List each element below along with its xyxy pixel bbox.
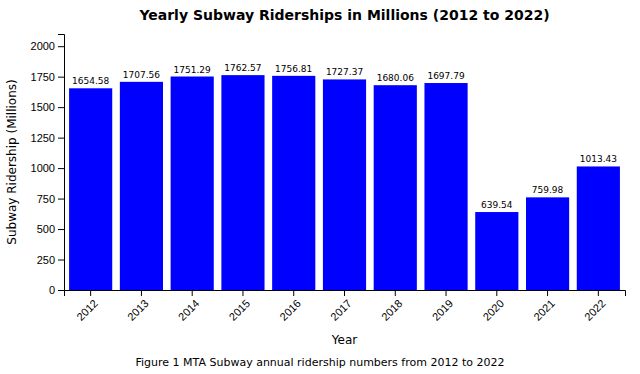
y-tick-label: 500 [37,223,55,235]
x-tick-mark [242,290,243,296]
y-axis: 0 250 500 750 1000 1250 1500 1750 2000 [31,35,65,297]
bar [69,88,112,290]
x-tick-mark [344,290,345,296]
y-axis-line [58,35,65,291]
x-tick: 2016 [277,290,303,323]
y-tick: 0 [49,284,64,296]
x-tick: 2021 [531,290,557,323]
x-tick: 2017 [328,290,354,323]
chart: 1654.58 1707.56 1751.29 1762.57 1756.81 1727.… [0,0,640,374]
bars [69,75,620,290]
y-tick-label: 1250 [31,132,55,144]
x-tick: 2015 [226,290,252,323]
data-label: 1762.57 [224,63,261,73]
y-tick: 1750 [31,71,64,83]
y-tick-mark [58,107,64,108]
y-tick-label: 1500 [31,101,55,113]
x-tick-mark [293,290,294,296]
y-tick-mark [58,46,64,47]
y-tick: 1500 [31,101,64,113]
data-labels: 1654.58 1707.56 1751.29 1762.57 1756.81 1727.… [72,63,617,210]
x-tick: 2018 [379,290,405,323]
x-tick-mark [192,290,193,296]
y-tick-label: 1750 [31,71,55,83]
data-label: 639.54 [481,200,513,210]
x-tick-mark [496,290,497,296]
y-tick-mark [58,138,64,139]
x-axis-line [65,291,626,297]
y-tick-label: 250 [37,254,55,266]
y-tick-label: 0 [49,284,55,296]
data-label: 1727.37 [326,67,363,77]
x-tick-mark [446,290,447,296]
bar [323,79,366,290]
y-tick: 750 [37,193,64,205]
y-tick-mark [58,199,64,200]
plot: 1654.58 1707.56 1751.29 1762.57 1756.81 1727.… [31,35,626,323]
bar [526,197,569,290]
x-tick-mark [598,290,599,296]
data-label: 1697.79 [427,71,464,81]
bar [221,75,264,290]
x-axis: 2012 2013 2014 2015 2016 2017 2018 2019 2020 2021… [65,290,626,323]
data-label: 1013.43 [580,154,617,164]
y-tick: 1250 [31,132,64,144]
x-tick: 2013 [125,290,151,323]
x-tick-label: 2016 [277,297,303,323]
x-tick-label: 2020 [480,297,506,323]
x-tick-label: 2015 [226,297,252,323]
data-label: 1654.58 [72,76,109,86]
x-tick-mark [141,290,142,296]
bar [374,85,417,290]
bar [120,82,163,290]
title: Yearly Subway Riderships in Millions (20… [138,7,549,23]
x-tick-label: 2021 [531,297,557,323]
y-tick-mark [58,229,64,230]
bar [424,83,467,290]
y-tick: 2000 [31,40,64,52]
bar [171,77,214,290]
x-tick: 2022 [582,290,608,323]
x-tick-mark [547,290,548,296]
y-tick-label: 2000 [31,40,55,52]
y-tick: 250 [37,254,64,266]
data-label: 1680.06 [377,73,414,83]
x-tick: 2019 [430,290,456,323]
data-label: 1751.29 [174,65,211,75]
y-axis-title: Subway Ridership (Millions) [5,79,19,244]
x-tick: 2012 [74,290,100,323]
x-axis-title: Year [331,333,357,347]
y-tick: 500 [37,223,64,235]
y-tick-label: 1000 [31,162,55,174]
x-tick-label: 2017 [328,297,354,323]
x-tick-mark [395,290,396,296]
y-tick-mark [58,77,64,78]
data-label: 1756.81 [275,64,312,74]
x-tick-label: 2018 [379,297,405,323]
x-tick: 2020 [480,290,506,323]
data-label: 1707.56 [123,70,160,80]
x-tick-label: 2019 [430,297,456,323]
x-tick-mark [90,290,91,296]
x-tick-label: 2013 [125,297,151,323]
y-tick-mark [58,260,64,261]
caption: Figure 1 MTA Subway annual ridership num… [136,356,505,369]
bar [577,166,620,290]
x-tick-label: 2012 [74,297,100,323]
data-label: 759.98 [532,185,564,195]
x-tick: 2014 [176,290,202,323]
y-tick-mark [58,290,64,291]
y-tick-mark [58,168,64,169]
bar [475,212,518,290]
y-tick-label: 750 [37,193,55,205]
x-tick-label: 2022 [582,297,608,323]
x-tick-label: 2014 [176,297,202,323]
y-tick: 1000 [31,162,64,174]
bar [272,76,315,290]
